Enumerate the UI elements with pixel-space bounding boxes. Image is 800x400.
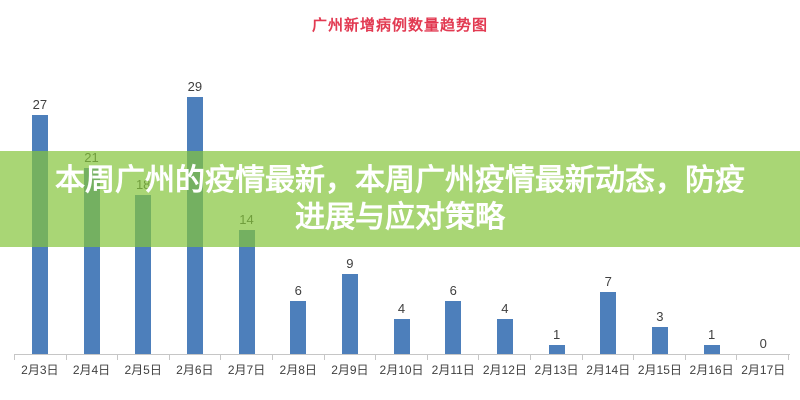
bar-slot: 4 (479, 0, 531, 354)
bar-slot: 6 (272, 0, 324, 354)
x-axis-tick (376, 355, 428, 360)
x-axis-tick (686, 355, 738, 360)
x-axis-tick (273, 355, 325, 360)
bar (548, 345, 565, 354)
x-axis-tick (479, 355, 531, 360)
bar (703, 345, 720, 354)
x-axis-label: 2月14日 (586, 363, 631, 377)
x-axis-ticks (14, 355, 789, 360)
x-axis-line (14, 354, 790, 355)
bar-slot: 4 (376, 0, 428, 354)
headline-line-1: 本周广州的疫情最新，本周广州疫情最新动态，防疫 (55, 164, 745, 197)
x-axis-label: 2月12日 (482, 363, 527, 377)
bar (445, 300, 462, 354)
bar-value-label: 7 (604, 274, 612, 290)
x-axis-tick (634, 355, 686, 360)
x-axis-tick (67, 355, 119, 360)
x-axis-tick (14, 355, 67, 360)
bar-slot: 3 (634, 0, 686, 354)
bar (600, 292, 617, 354)
x-axis-label: 2月9日 (331, 363, 369, 377)
x-axis-tick (118, 355, 170, 360)
bar (651, 327, 668, 354)
x-axis-label: 2月10日 (379, 363, 424, 377)
x-axis-tick (221, 355, 273, 360)
bar-value-label: 6 (449, 282, 457, 298)
bar-value-label: 1 (552, 327, 561, 343)
bar-value-label: 1 (707, 327, 716, 343)
x-axis-tick (583, 355, 635, 360)
bar-value-label: 3 (656, 309, 664, 325)
x-axis-label: 2月16日 (689, 363, 734, 377)
x-axis-label: 2月15日 (637, 363, 682, 377)
bar (341, 274, 358, 354)
x-axis-label: 2月13日 (534, 363, 579, 377)
bar-slot: 1 (531, 0, 583, 354)
bar-value-label: 9 (346, 256, 354, 272)
bar (290, 300, 307, 354)
bar-slot: 6 (427, 0, 479, 354)
x-axis-label: 2月8日 (279, 363, 317, 377)
chart-title: 广州新增病例数量趋势图 (311, 17, 488, 34)
x-axis-tick (428, 355, 480, 360)
x-axis-label: 2月3日 (21, 363, 59, 377)
x-axis-label: 2月11日 (431, 363, 475, 377)
x-axis-label: 2月4日 (72, 363, 111, 377)
x-axis-label: 2月17日 (741, 363, 786, 377)
bar (496, 318, 513, 354)
bar-slot: 9 (324, 0, 376, 354)
bar (238, 230, 255, 354)
x-axis-labels: 2月3日 2月4日 2月5日 2月6日 2月7日 2月8日 2月9日 2月10日 2月11日 2月… (14, 363, 789, 378)
x-axis-tick (325, 355, 377, 360)
bar-value-label: 29 (187, 79, 203, 95)
x-axis-label: 2月7日 (227, 363, 266, 377)
x-axis-label: 2月5日 (124, 363, 162, 377)
bar-slot: 7 (582, 0, 634, 354)
x-axis-tick (737, 355, 789, 360)
bar (393, 318, 410, 354)
headline-banner: 本周广州的疫情最新，本周广州疫情最新动态，防疫 进展与应对策略 (0, 151, 800, 247)
x-axis-tick (531, 355, 583, 360)
bar-value-label: 27 (32, 97, 48, 113)
bar-value-label: 0 (759, 336, 767, 351)
bar-slot: 0 (737, 0, 789, 354)
bar-value-label: 6 (294, 282, 302, 298)
bar-slot: 1 (686, 0, 738, 354)
x-axis-label: 2月6日 (176, 363, 214, 377)
bar-value-label: 4 (397, 300, 406, 316)
bar-value-label: 4 (501, 300, 509, 316)
x-axis-tick (170, 355, 222, 360)
headline-line-2: 进展与应对策略 (295, 201, 505, 234)
